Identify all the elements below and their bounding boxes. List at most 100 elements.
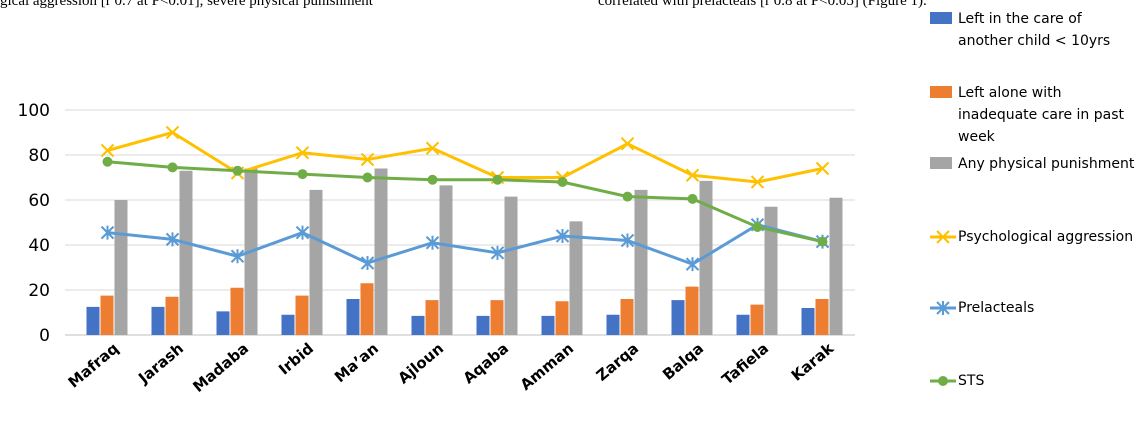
line-marker <box>817 236 828 247</box>
line-marker <box>425 141 440 155</box>
chart: 0 20 40 60 80 100 Mafraq Jarash Madaba Irbid Ma’an… <box>18 101 855 396</box>
legend-swatch <box>930 230 956 244</box>
bar <box>100 295 114 335</box>
legend-swatch <box>930 376 956 386</box>
bar <box>411 315 425 335</box>
line-marker <box>295 225 310 240</box>
swatch <box>930 157 952 169</box>
bar <box>114 200 128 335</box>
bar <box>699 180 713 335</box>
line-marker <box>427 174 438 185</box>
legend-label: STS <box>958 373 985 389</box>
line-marker <box>492 174 503 185</box>
line-marker <box>230 249 245 264</box>
line-marker <box>360 256 375 270</box>
bar <box>374 168 388 335</box>
bar <box>634 189 648 335</box>
bar <box>476 315 490 335</box>
bar <box>750 304 764 335</box>
legend-label: Any physical punishment <box>958 156 1135 172</box>
x-tick-label: Aqaba <box>460 339 512 387</box>
line-series <box>107 223 823 266</box>
legend-swatch <box>930 157 952 169</box>
bar <box>764 206 778 335</box>
legend-label: Prelacteals <box>958 300 1035 316</box>
line-marker <box>490 245 505 260</box>
bar <box>216 311 230 335</box>
line-marker <box>752 222 763 232</box>
swatch-marker <box>938 376 948 386</box>
marker-stroke <box>750 175 765 189</box>
bar <box>281 314 295 335</box>
marker-stroke <box>295 146 310 160</box>
line-marker <box>295 146 310 160</box>
marker-stroke <box>685 168 700 182</box>
bar <box>606 314 620 335</box>
line-marker <box>687 193 698 204</box>
marker-stroke <box>620 137 635 151</box>
bar <box>295 295 309 335</box>
x-tick-label: Ajloun <box>394 339 447 387</box>
bar <box>815 299 829 335</box>
body-text: correlated with prelacteals [r 0.8 at P<… <box>598 0 927 9</box>
y-tick-label: 0 <box>39 326 50 346</box>
y-tick-label: 100 <box>18 101 50 121</box>
x-tick-label: Zarqa <box>593 339 642 384</box>
x-tick-label: Irbid <box>275 339 317 378</box>
legend-swatch <box>930 86 952 98</box>
bar <box>360 283 374 335</box>
line-marker <box>750 175 765 189</box>
x-tick-label: Karak <box>788 339 838 385</box>
line-marker <box>685 257 700 272</box>
x-tick-label: Madaba <box>189 339 252 396</box>
marker-stroke <box>425 141 440 155</box>
legend-label: Left alone with inadequate care in past … <box>958 85 1124 145</box>
line-marker <box>815 161 830 176</box>
marker-stroke <box>815 161 830 176</box>
legend-swatch <box>930 12 952 24</box>
line-marker <box>685 168 700 182</box>
bar <box>736 314 750 335</box>
bar <box>425 300 439 335</box>
bar <box>801 308 815 335</box>
line-marker <box>100 225 115 240</box>
line-marker <box>167 162 178 173</box>
x-tick-label: Tafiela <box>718 339 772 388</box>
bar <box>309 189 323 335</box>
y-tick-label: 60 <box>28 191 50 211</box>
x-tick-label: Ma’an <box>331 339 382 386</box>
bar <box>151 306 165 335</box>
bar <box>555 301 569 335</box>
bar <box>86 306 100 335</box>
bar <box>504 196 518 335</box>
x-tick-label: Mafraq <box>65 339 122 391</box>
bar <box>620 299 634 335</box>
line-marker <box>297 169 308 180</box>
line-marker <box>360 152 375 167</box>
line-marker <box>232 165 243 176</box>
y-tick-label: 20 <box>28 281 50 301</box>
bar <box>829 197 843 335</box>
line-marker <box>362 172 373 183</box>
swatch-marker <box>936 301 950 315</box>
line-marker <box>557 177 568 187</box>
body-text: gical aggression [r 0.7 at P<0.01], seve… <box>0 0 373 9</box>
bar <box>569 221 583 335</box>
legend-label: Left in the care of another child < 10yr… <box>958 11 1111 49</box>
line-marker <box>555 229 570 243</box>
bar <box>439 185 453 335</box>
bar <box>671 300 685 335</box>
bar <box>346 299 360 335</box>
marker-stroke <box>936 230 950 244</box>
bar <box>490 300 504 335</box>
x-tick-label: Amman <box>517 339 577 394</box>
x-tick-label: Balqa <box>659 339 707 383</box>
bar <box>179 170 193 335</box>
legend-swatch <box>930 301 956 315</box>
line-marker <box>622 191 633 202</box>
line-marker <box>100 143 115 158</box>
bar <box>230 287 244 335</box>
x-tick-label: Jarash <box>134 339 187 387</box>
line-marker <box>620 233 635 248</box>
